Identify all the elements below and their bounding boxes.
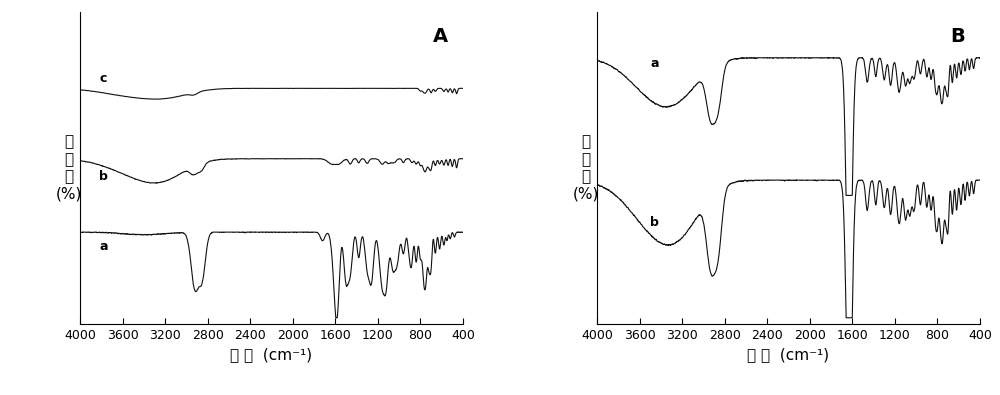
Text: b: b — [99, 170, 108, 183]
Text: a: a — [650, 57, 659, 70]
Text: A: A — [433, 28, 448, 47]
Text: b: b — [650, 216, 659, 229]
Text: c: c — [99, 72, 107, 85]
X-axis label: 波 数  (cm⁻¹): 波 数 (cm⁻¹) — [230, 347, 313, 362]
Y-axis label: 透
光
率
(%): 透 光 率 (%) — [573, 134, 599, 201]
X-axis label: 波 数  (cm⁻¹): 波 数 (cm⁻¹) — [747, 347, 830, 362]
Y-axis label: 透
光
率
(%): 透 光 率 (%) — [56, 134, 82, 201]
Text: a: a — [99, 241, 108, 254]
Text: B: B — [950, 28, 965, 47]
